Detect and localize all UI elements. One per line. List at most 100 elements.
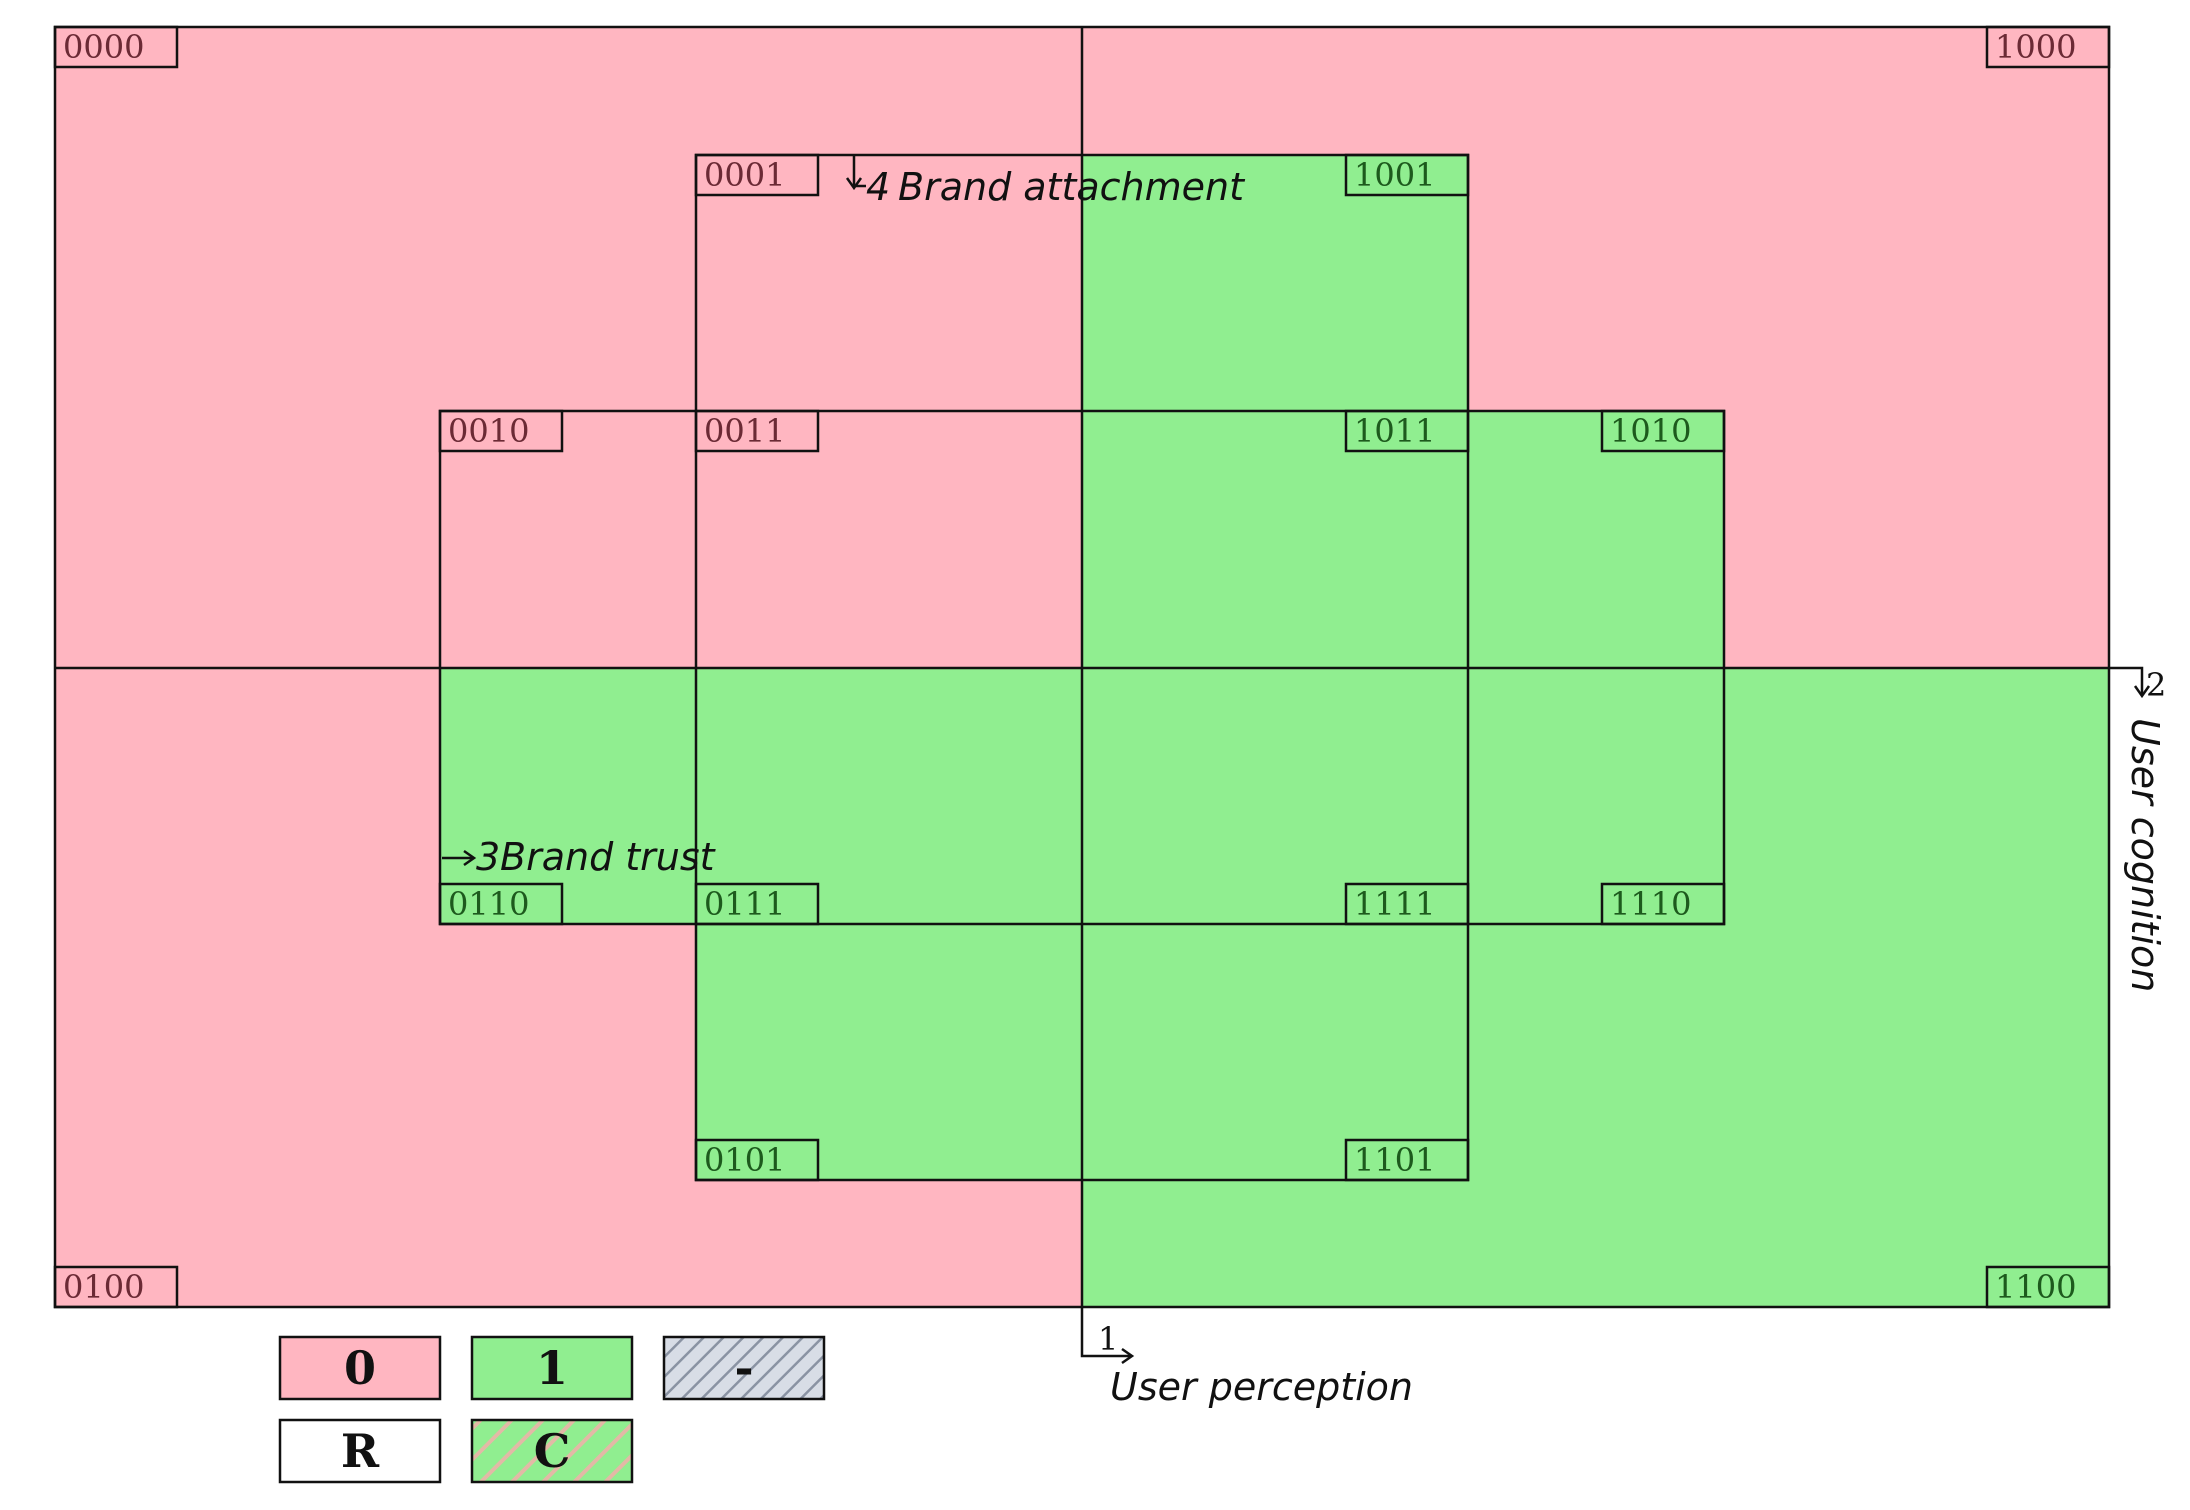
cell-label-0010: 0010 [438,409,564,453]
variable-4-name: Brand attachment [898,165,1246,209]
cell-label-0000: 0000 [53,25,179,69]
set-outlines [53,25,2111,1309]
legend-item-one: 1 [470,1335,634,1401]
cell-code: 0101 [704,1141,785,1179]
region-1000 [1468,155,1724,411]
region-1101 [1082,924,1468,1180]
cell-label-box [1985,25,2111,69]
region-0000 [440,27,696,155]
cell-code: 0010 [448,412,529,450]
variable-4-label: 4 Brand attachment [845,156,1246,209]
variable-3-label: 3 Brand trust [442,835,717,879]
cell-label-1111: 1111 [1344,882,1470,926]
variable-4-arrowhead [845,177,863,191]
cell-code: 1110 [1610,885,1691,923]
region-0000 [55,155,440,411]
region-1000 [1724,155,2109,411]
cell-code: 1000 [1995,28,2076,66]
variable-4-number: 4 [866,165,890,209]
cell-code: 1010 [1610,412,1691,450]
cell-code-labels: 0000 1000 0001 1001 0010 0011 1011 1010 0110 0111… [53,25,2111,1309]
region-1001 [1082,155,1468,411]
cell-label-box [1985,1265,2111,1309]
region-0011 [696,411,1082,668]
region-1100 [1724,1180,2109,1307]
region-0100 [696,1180,1082,1307]
cell-code: 1101 [1354,1141,1435,1179]
region-1100 [1724,924,2109,1180]
cell-label-1010: 1010 [1600,409,1726,453]
region-0100 [55,924,440,1180]
cell-label-box [1600,409,1726,453]
cell-code: 0111 [704,885,785,923]
region-1000 [1082,27,1468,155]
legend-label: - [734,1341,753,1395]
variable-1-arrowhead [1121,1347,1135,1365]
region-0100 [55,668,440,924]
variable-2-number: 2 [2146,666,2166,704]
region-1011 [1082,411,1468,668]
cell-label-1000: 1000 [1985,25,2111,69]
variable-2-label: 2 User cognition [2110,666,2167,992]
variable-1-number: 1 [1098,1320,1118,1358]
variable-1-label: 1 User perception [1080,1307,1413,1409]
legend-swatch [278,1335,442,1401]
cell-code: 0011 [704,412,785,450]
region-1000 [1724,411,2109,668]
legend-swatch [662,1335,826,1401]
variable-1-name: User perception [1110,1365,1413,1409]
variable-3-number: 3 [476,835,500,879]
region-0001 [696,155,1082,411]
legend-swatch [470,1418,634,1484]
cell-label-box [438,409,564,453]
region-1100 [1724,668,2109,924]
variable-1-arrow [1080,1307,1130,1358]
cell-code: 0000 [63,28,144,66]
region-0100 [55,1180,440,1307]
region-1100 [1468,924,1724,1180]
legend-label: R [341,1424,380,1478]
region-0100 [440,1180,696,1307]
legend-item-remainder: R [278,1418,442,1484]
cell-code: 0001 [704,156,785,194]
legend-label: 0 [344,1341,376,1395]
region-1110 [1468,668,1724,924]
cell-label-box [1600,882,1726,926]
region-0000 [440,155,696,411]
cell-label-0110: 0110 [438,882,564,926]
region-1000 [1468,27,1724,155]
cell-label-box [1344,409,1470,453]
cell-label-box [1344,153,1470,197]
region-1100 [1082,1180,1468,1307]
cell-label-1101: 1101 [1344,1138,1470,1182]
legend-swatch [470,1335,634,1401]
cell-label-box [694,409,820,453]
cell-label-box [438,882,564,926]
cell-code: 1011 [1354,412,1435,450]
cell-label-0001: 0001 [694,153,820,197]
cell-label-1001: 1001 [1344,153,1470,197]
cell-label-box [1344,1138,1470,1182]
cell-label-box [694,153,820,197]
region-1100 [1468,1180,1724,1307]
variable-3-arrowhead [463,849,477,867]
cell-label-0101: 0101 [694,1138,820,1182]
region-1000 [1724,27,2109,155]
region-1010 [1468,411,1724,668]
cell-label-0111: 0111 [694,882,820,926]
region-0000 [55,411,440,668]
cell-label-box [53,1265,179,1309]
variable-2-arrowhead [2133,685,2151,699]
region-0101 [696,924,1082,1180]
cell-label-1100: 1100 [1985,1265,2111,1309]
cell-code: 1100 [1995,1268,2076,1306]
cell-label-box [694,882,820,926]
region-fills [55,27,2109,1307]
cell-label-box [53,25,179,69]
region-1111 [1082,668,1468,924]
cell-code: 1001 [1354,156,1435,194]
cell-label-box [694,1138,820,1182]
variable-2-name: User cognition [2123,718,2167,992]
cell-label-1011: 1011 [1344,409,1470,453]
